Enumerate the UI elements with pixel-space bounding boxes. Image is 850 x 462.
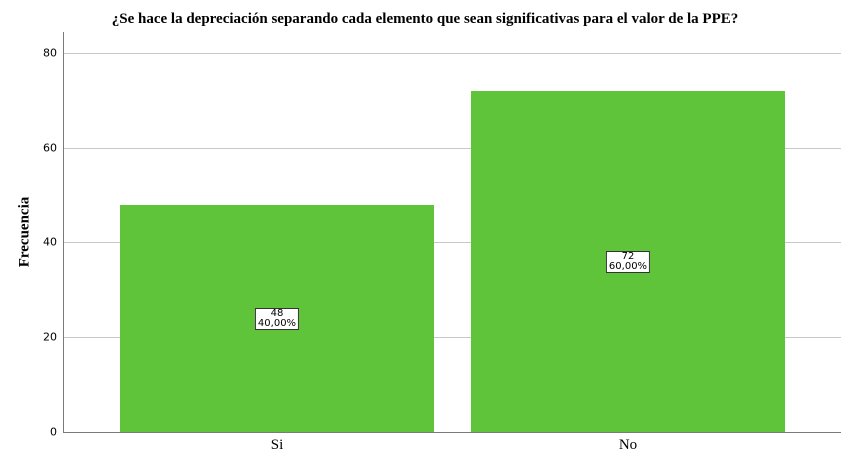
data-label-no-count: 72 — [621, 251, 635, 262]
gridline-80 — [63, 53, 841, 54]
data-label-si-count: 48 — [270, 308, 284, 319]
y-tick-label-80: 80 — [43, 46, 57, 60]
gridline-60 — [63, 148, 841, 149]
gridline-40 — [63, 242, 841, 243]
data-label-si: 48 40,00% — [254, 308, 300, 330]
x-axis — [63, 432, 841, 433]
y-tick-label-0: 0 — [50, 425, 57, 439]
y-tick-label-60: 60 — [43, 141, 57, 155]
y-axis — [63, 32, 64, 433]
y-axis-label: Frecuencia — [16, 196, 33, 268]
chart-title: ¿Se hace la depreciación separando cada … — [111, 11, 739, 27]
y-tick-label-20: 20 — [43, 330, 57, 344]
data-label-no-percent: 60,00% — [608, 261, 648, 272]
y-tick-label-40: 40 — [43, 235, 57, 249]
plot-area: 48 40,00% 72 60,00% — [63, 32, 841, 433]
data-label-si-percent: 40,00% — [257, 318, 297, 329]
x-tick-label-si: Si — [270, 437, 284, 453]
gridline-20 — [63, 337, 841, 338]
data-label-no: 72 60,00% — [605, 251, 651, 273]
x-tick-label-no: No — [618, 437, 638, 453]
